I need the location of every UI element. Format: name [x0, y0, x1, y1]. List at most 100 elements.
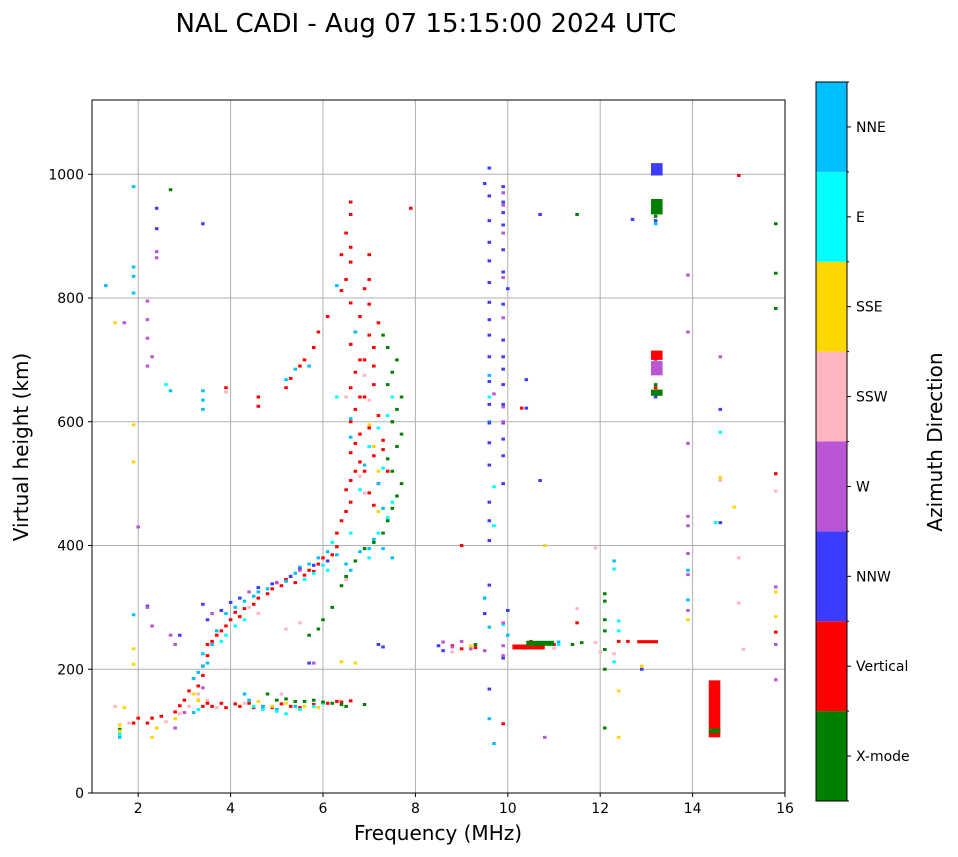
echo-point-nne [201, 389, 205, 393]
echo-point-w [275, 581, 279, 585]
echo-point-sse [372, 445, 376, 448]
echo-point-x-mode [603, 599, 607, 603]
echo-point-nnw [640, 667, 644, 671]
echo-point-x-mode [275, 698, 279, 702]
y-tick-label: 0 [75, 786, 84, 802]
echo-point-nnw [487, 380, 492, 384]
echo-point-nne [381, 506, 385, 510]
echo-point-vertical [279, 584, 284, 588]
echo-point-w [501, 405, 505, 409]
echo-point-vertical [344, 231, 348, 235]
echo-point-vertical [256, 596, 261, 600]
echo-point-x-mode [362, 547, 367, 551]
echo-point-w [201, 686, 205, 690]
echo-point-x-mode [316, 627, 321, 631]
colorbar-segment-nnw [816, 531, 847, 622]
echo-point-nnw [205, 618, 210, 622]
echo-point-vertical [224, 624, 228, 628]
echo-point-vertical [353, 407, 358, 411]
x-tick-label: 2 [134, 801, 143, 817]
echo-point-vertical [773, 630, 778, 634]
echo-point-nnw [501, 454, 505, 458]
echo-point-vertical [409, 206, 413, 210]
echo-point-vertical [214, 633, 219, 637]
echo-point-x-mode [307, 633, 311, 637]
echo-point-nne [242, 599, 247, 603]
echo-point-nne [506, 633, 510, 637]
echo-point-nnw [501, 338, 505, 342]
echo-point-nne [261, 704, 265, 708]
echo-point-ssw [362, 373, 367, 377]
echo-bar-x-mode [651, 199, 663, 215]
echo-point-nnw [487, 240, 492, 244]
echo-point-vertical [293, 581, 298, 585]
echo-point-nne [168, 389, 173, 393]
echo-point-sse [616, 689, 621, 693]
echo-point-x-mode [390, 506, 395, 510]
echo-point-vertical [376, 414, 381, 418]
echo-point-w [182, 711, 187, 715]
echo-point-sse [131, 460, 136, 464]
colorbar-tick-label: NNE [856, 120, 886, 136]
echo-point-nnw [487, 300, 492, 304]
echo-point-nnw [482, 182, 487, 186]
x-tick-label: 6 [319, 801, 328, 817]
echo-point-w [145, 364, 150, 368]
echo-point-nnw [653, 395, 658, 399]
echo-point-x-mode [385, 346, 390, 349]
echo-bar-x-mode [651, 389, 663, 396]
echo-point-sse [353, 661, 358, 665]
echo-point-nne [233, 605, 237, 609]
echo-point-ssw [344, 395, 348, 399]
echo-point-vertical [376, 321, 381, 325]
echo-point-w [145, 299, 150, 303]
echo-point-x-mode [265, 692, 270, 696]
plot-grid [92, 100, 786, 794]
echo-point-w [168, 633, 173, 637]
echo-point-vertical [367, 426, 371, 430]
echo-point-vertical [330, 553, 335, 557]
echo-point-vertical [358, 460, 362, 464]
plot-frame [91, 99, 786, 794]
echo-point-nne [247, 698, 251, 702]
echo-point-sse [542, 544, 547, 547]
echo-point-e [302, 578, 307, 582]
echo-point-nnw [630, 217, 635, 221]
echo-point-w [686, 514, 690, 518]
echo-point-w [311, 661, 316, 665]
echo-point-w [686, 330, 690, 334]
echo-bar-w [651, 361, 663, 376]
echo-point-x-mode [321, 700, 325, 704]
echo-point-vertical [205, 701, 210, 705]
echo-point-e [298, 707, 302, 711]
y-axis-label: Virtual height (km) [9, 353, 33, 542]
echo-point-nne [362, 463, 367, 467]
colorbar-segment-w [816, 441, 847, 532]
echo-point-e [376, 426, 381, 430]
echo-point-vertical [145, 721, 150, 725]
echo-point-sse [616, 735, 621, 739]
colorbar-tick-label: E [856, 210, 865, 226]
echo-point-nne [348, 417, 353, 421]
echo-point-nne [367, 547, 371, 551]
echo-point-nne [482, 596, 487, 600]
echo-point-sse [131, 423, 136, 427]
echo-point-x-mode [353, 559, 358, 563]
echo-point-nne [131, 613, 136, 617]
echo-point-e [390, 395, 395, 399]
echo-point-nnw [288, 574, 293, 578]
echo-point-vertical [311, 569, 316, 573]
echo-point-vertical [381, 438, 385, 442]
echo-point-vertical [519, 406, 524, 410]
echo-point-sse [196, 698, 201, 702]
echo-point-nnw [178, 633, 182, 637]
echo-point-nnw [653, 219, 658, 223]
echo-point-nne [344, 562, 348, 566]
y-tick-label: 800 [57, 291, 84, 307]
echo-point-vertical [251, 602, 256, 606]
echo-point-nne [325, 550, 330, 554]
echo-point-nnw [487, 281, 492, 285]
echo-point-e [556, 643, 561, 646]
echo-point-w [145, 336, 150, 340]
echo-point-vertical [238, 704, 242, 708]
